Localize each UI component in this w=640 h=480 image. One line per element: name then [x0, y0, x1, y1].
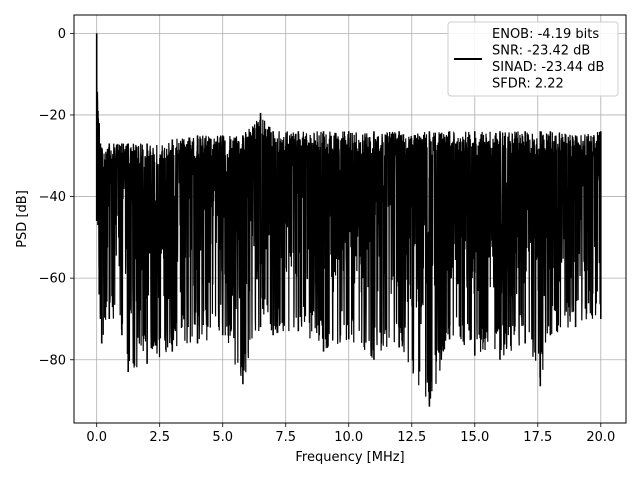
y-tick-label: −20	[39, 108, 66, 123]
x-tick-label: 20.0	[586, 430, 615, 445]
x-axis-label: Frequency [MHz]	[295, 450, 404, 465]
x-tick-label: 10.0	[334, 430, 363, 445]
x-tick-label: 5.0	[212, 430, 233, 445]
plot-frame	[73, 14, 627, 424]
y-tick-label: 0	[58, 27, 66, 42]
y-tick-label: −40	[39, 190, 66, 205]
legend-label-line: SINAD: -23.44 dB	[492, 60, 604, 75]
x-tick-label: 17.5	[523, 430, 552, 445]
legend-label-line: ENOB: -4.19 bits	[492, 27, 599, 42]
y-tick-label: −80	[39, 353, 66, 368]
x-tick-label: 2.5	[149, 430, 170, 445]
legend-label-line: SNR: -23.42 dB	[492, 44, 590, 59]
legend-box	[447, 21, 619, 97]
y-axis-label: PSD [dB]	[15, 190, 30, 248]
x-tick-label: 12.5	[397, 430, 426, 445]
x-tick-label: 0.0	[86, 430, 107, 445]
legend-label-line: SFDR: 2.22	[492, 77, 564, 92]
y-axis-ticks: 0 −20 −40 −60 −80	[39, 27, 74, 368]
y-tick-label: −60	[39, 272, 66, 287]
x-tick-label: 15.0	[460, 430, 489, 445]
x-axis-ticks: 0.0 2.5 5.0 7.5 10.0 12.5 15.0 17.5 20.0	[86, 423, 615, 445]
x-tick-label: 7.5	[275, 430, 296, 445]
psd-trace	[95, 33, 602, 407]
